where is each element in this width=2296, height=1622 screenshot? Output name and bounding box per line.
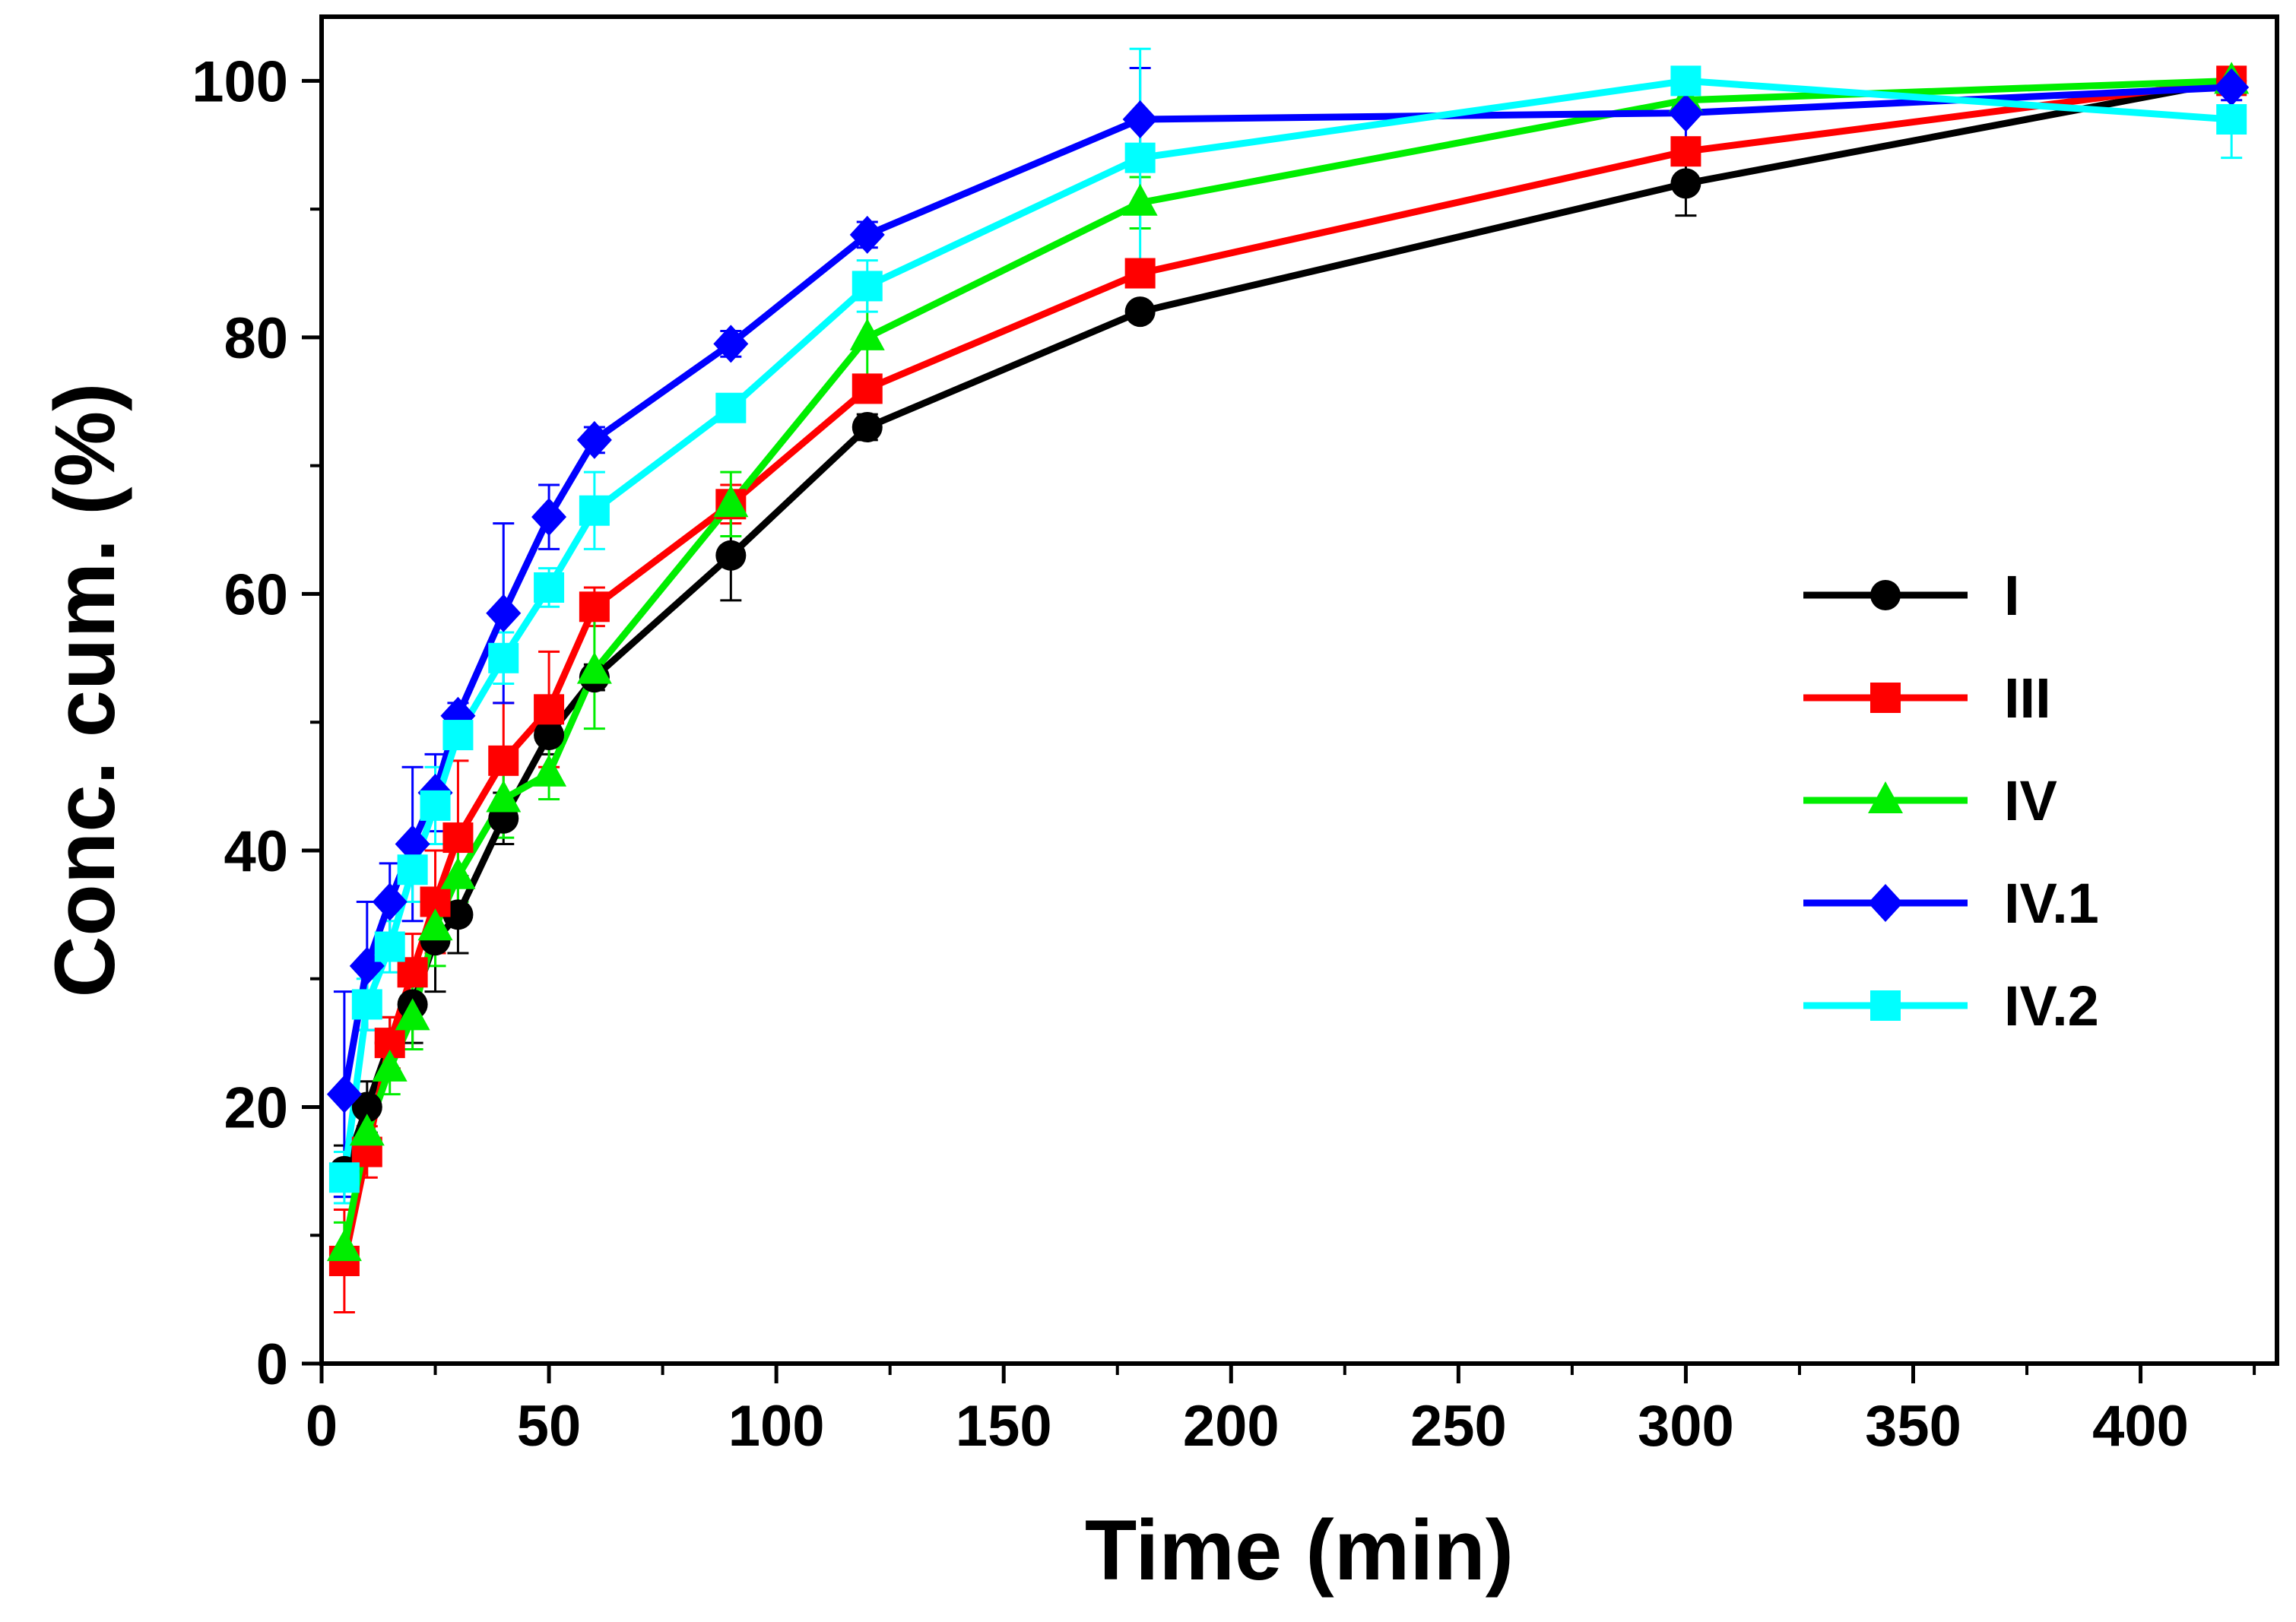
data-point-IV.2 [1670,65,1701,97]
data-point-I [851,412,883,443]
data-point-IV.2 [2216,104,2247,135]
data-point-IV [576,651,612,684]
data-point-IV.1 [849,215,885,254]
data-point-IV.2 [851,271,883,302]
y-tick-label: 60 [224,562,288,627]
data-point-IV [1122,183,1158,216]
x-tick-label: 250 [1410,1394,1507,1459]
plot-area [319,14,2279,1366]
data-point-IV.2 [488,642,519,673]
data-point-IV.2 [715,392,747,423]
data-point-IV.1 [1668,93,1704,132]
data-point-IV [849,318,885,350]
legend-label: III [2004,667,2051,730]
data-point-III [397,957,428,988]
y-tick-label: 80 [224,306,288,371]
data-point-IV.2 [442,720,474,751]
data-point-IV.2 [420,790,451,821]
data-point-I [351,1091,382,1123]
data-point-IV.1 [395,825,430,863]
data-point-IV.1 [713,325,749,363]
axis-ticks: 0 50 100 150 200 250 300 350 400 0 20 40 60 80 100 [192,49,2256,1459]
data-point-III [851,373,883,404]
data-point-IV [417,908,453,941]
data-point-IV [440,857,476,889]
legend-marker [1868,884,1903,922]
legend-marker [1870,990,1901,1021]
legend-marker [1870,580,1901,610]
data-point-III [534,694,565,725]
legend-label: I [2004,564,2020,627]
legend-label: IV [2004,769,2057,832]
x-tick-label: 100 [728,1394,825,1459]
y-tick-label: 100 [192,49,288,114]
legend-label: IV.2 [2004,974,2099,1038]
data-point-IV [486,780,522,813]
legend-marker [1868,781,1903,813]
data-point-IV [713,485,749,518]
data-point-IV.2 [397,854,428,885]
data-point-IV.2 [534,572,565,603]
data-point-IV [349,1114,385,1146]
data-point-IV [531,754,567,787]
y-tick-label: 0 [256,1332,288,1397]
data-point-IV.1 [576,420,612,459]
x-tick-label: 350 [1865,1394,1961,1459]
data-point-IV.1 [372,882,408,921]
data-point-I [534,720,565,751]
data-point-I [1670,168,1701,199]
y-tick-label: 20 [224,1076,288,1140]
data-point-IV [372,1049,408,1082]
x-tick-label: 200 [1183,1394,1280,1459]
x-tick-label: 300 [1638,1394,1734,1459]
y-tick-label: 40 [224,819,288,884]
series-markers [326,62,2250,1276]
x-tick-label: 50 [517,1394,582,1459]
data-point-III [488,745,519,776]
x-tick-label: 150 [956,1394,1052,1459]
data-point-IV [395,998,430,1031]
data-point-IV.2 [328,1162,360,1193]
data-point-IV.1 [531,498,567,537]
data-point-IV.2 [579,495,610,526]
legend-marker [1870,683,1901,713]
y-axis-title: Conc. cum. (%) [37,383,132,998]
x-tick-label: 0 [306,1394,338,1459]
data-point-IV.2 [351,989,382,1020]
data-point-III [579,591,610,623]
x-tick-label: 400 [2092,1394,2189,1459]
data-point-IV.1 [326,1075,362,1114]
data-point-IV [326,1229,362,1262]
legend-label: IV.1 [2004,872,2099,935]
data-point-IV.1 [2214,68,2250,106]
data-point-I [1124,296,1156,328]
data-point-III [442,822,474,854]
data-point-IV.2 [374,931,405,962]
data-point-IV.2 [1124,142,1156,173]
data-point-IV.1 [1122,100,1158,139]
data-point-IV.1 [486,594,522,632]
x-axis-title: Time (min) [1085,1503,1514,1598]
data-point-III [1124,258,1156,289]
data-point-I [715,540,747,571]
data-point-III [1670,136,1701,167]
